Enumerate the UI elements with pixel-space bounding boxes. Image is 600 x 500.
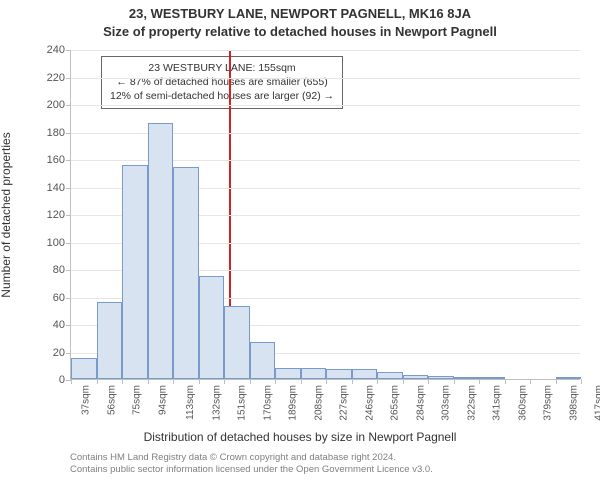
x-tick-mark — [479, 379, 480, 384]
footer-line2: Contains public sector information licen… — [70, 464, 433, 476]
page-title-line1: 23, WESTBURY LANE, NEWPORT PAGNELL, MK16… — [0, 6, 600, 21]
x-tick-mark — [454, 379, 455, 384]
x-tick-mark — [556, 379, 557, 384]
gridline — [71, 78, 580, 79]
x-tick-mark — [148, 379, 149, 384]
x-tick-mark — [173, 379, 174, 384]
x-tick-mark — [301, 379, 302, 384]
annotation-box: 23 WESTBURY LANE: 155sqm← 87% of detache… — [101, 56, 343, 109]
y-tick-label: 40 — [53, 319, 71, 331]
y-tick-label: 180 — [47, 127, 71, 139]
y-tick-label: 80 — [53, 264, 71, 276]
footer-note: Contains HM Land Registry data © Crown c… — [70, 452, 433, 476]
x-axis-label: Distribution of detached houses by size … — [0, 430, 600, 444]
histogram-bar — [301, 368, 327, 379]
y-tick-label: 220 — [47, 72, 71, 84]
x-tick-label: 284sqm — [415, 385, 426, 421]
x-tick-label: 113sqm — [185, 385, 196, 420]
histogram-bar — [148, 123, 174, 379]
y-tick-label: 100 — [47, 237, 71, 249]
histogram-bar — [224, 306, 250, 379]
annotation-line: 23 WESTBURY LANE: 155sqm — [110, 61, 334, 75]
x-tick-mark — [530, 379, 531, 384]
x-tick-mark — [250, 379, 251, 384]
x-tick-label: 132sqm — [211, 385, 222, 421]
histogram-bar — [97, 302, 123, 379]
page-title-line2: Size of property relative to detached ho… — [0, 24, 600, 39]
histogram-bar — [122, 165, 148, 380]
x-tick-label: 227sqm — [338, 385, 349, 421]
x-tick-label: 303sqm — [440, 385, 451, 421]
x-tick-mark — [581, 379, 582, 384]
y-tick-label: 160 — [47, 154, 71, 166]
histogram-bar — [403, 375, 429, 379]
histogram-bar — [377, 372, 403, 379]
x-tick-label: 75sqm — [132, 385, 143, 415]
y-tick-label: 60 — [53, 292, 71, 304]
x-tick-mark — [275, 379, 276, 384]
y-tick-label: 120 — [47, 209, 71, 221]
annotation-line: 12% of semi-detached houses are larger (… — [110, 89, 334, 103]
x-tick-label: 94sqm — [157, 385, 168, 415]
x-tick-label: 379sqm — [542, 385, 553, 421]
x-tick-mark — [505, 379, 506, 384]
x-tick-label: 417sqm — [593, 385, 600, 421]
y-tick-label: 140 — [47, 182, 71, 194]
x-tick-mark — [199, 379, 200, 384]
histogram-bar — [556, 377, 582, 379]
x-tick-mark — [224, 379, 225, 384]
x-tick-mark — [377, 379, 378, 384]
gridline — [71, 105, 580, 106]
histogram-bar — [250, 342, 276, 379]
x-tick-label: 398sqm — [568, 385, 579, 421]
histogram-bar — [352, 369, 378, 379]
x-tick-label: 360sqm — [517, 385, 528, 421]
footer-line1: Contains HM Land Registry data © Crown c… — [70, 452, 433, 464]
x-tick-label: 322sqm — [466, 385, 477, 421]
x-tick-mark — [97, 379, 98, 384]
histogram-bar — [479, 377, 505, 379]
histogram-bar — [199, 276, 225, 379]
x-tick-mark — [326, 379, 327, 384]
x-tick-label: 189sqm — [287, 385, 298, 421]
histogram-bar — [428, 376, 454, 379]
x-tick-label: 265sqm — [389, 385, 400, 421]
y-tick-label: 240 — [47, 44, 71, 56]
y-tick-label: 20 — [53, 347, 71, 359]
histogram-bar — [173, 167, 199, 379]
x-tick-mark — [71, 379, 72, 384]
x-tick-mark — [428, 379, 429, 384]
x-tick-label: 341sqm — [491, 385, 502, 421]
x-tick-mark — [122, 379, 123, 384]
y-tick-label: 200 — [47, 99, 71, 111]
x-tick-mark — [403, 379, 404, 384]
x-tick-label: 246sqm — [364, 385, 375, 421]
histogram-bar — [71, 358, 97, 379]
x-tick-label: 56sqm — [106, 385, 117, 415]
x-tick-label: 151sqm — [236, 385, 247, 421]
plot-region: 23 WESTBURY LANE: 155sqm← 87% of detache… — [70, 50, 580, 380]
gridline — [71, 50, 580, 51]
y-tick-label: 0 — [59, 374, 71, 386]
x-tick-label: 208sqm — [313, 385, 324, 421]
y-axis-label: Number of detached properties — [0, 132, 13, 297]
x-tick-label: 170sqm — [262, 385, 273, 421]
x-tick-label: 37sqm — [81, 385, 92, 415]
histogram-chart: 23 WESTBURY LANE: 155sqm← 87% of detache… — [70, 50, 580, 380]
histogram-bar — [275, 368, 301, 379]
histogram-bar — [326, 369, 352, 379]
x-tick-mark — [352, 379, 353, 384]
histogram-bar — [454, 377, 480, 379]
